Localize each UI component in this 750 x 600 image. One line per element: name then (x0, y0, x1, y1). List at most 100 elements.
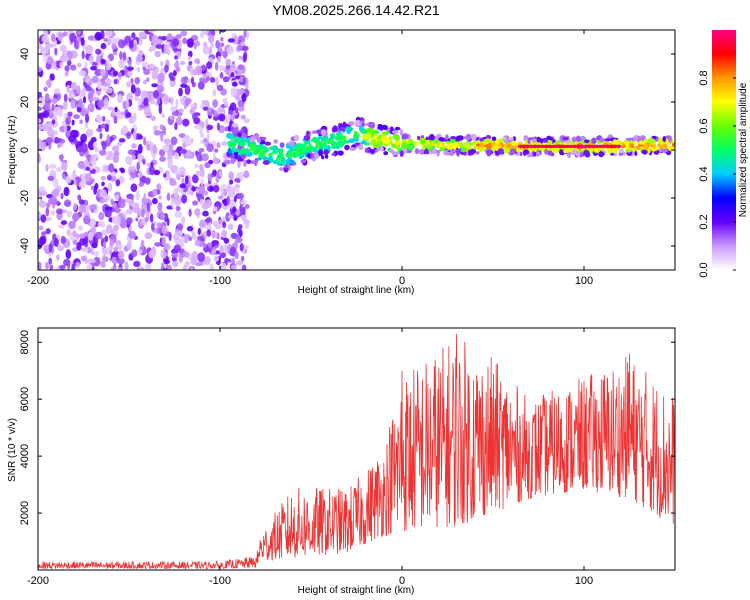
noise-blob (183, 238, 189, 244)
noise-blob (137, 135, 143, 140)
signal-blob (391, 130, 399, 134)
signal-blob (439, 146, 446, 152)
noise-blob (151, 83, 159, 88)
noise-blob (78, 233, 87, 239)
noise-blob (49, 196, 58, 205)
noise-blob (230, 72, 235, 78)
signal-blob (491, 136, 497, 142)
signal-blob (322, 142, 327, 147)
noise-blob (77, 160, 86, 170)
signal-blob (591, 137, 597, 144)
signal-blob (512, 136, 516, 142)
noise-blob (130, 165, 136, 173)
noise-blob (211, 231, 218, 239)
noise-blob (202, 45, 211, 55)
signal-blob (329, 137, 335, 141)
signal-blob (344, 144, 350, 151)
noise-blob (170, 136, 178, 146)
noise-blob (152, 188, 158, 197)
peak-blob (536, 144, 541, 149)
signal-blob (381, 124, 388, 130)
noise-blob (171, 252, 179, 258)
noise-blob (45, 207, 50, 217)
signal-blob (455, 135, 461, 142)
signal-blob (269, 159, 274, 163)
noise-blob (178, 166, 186, 176)
peak-blob (561, 144, 567, 149)
noise-blob (197, 252, 206, 263)
noise-blob (204, 199, 213, 208)
noise-blob (78, 70, 87, 77)
noise-blob (206, 133, 210, 141)
noise-blob (38, 153, 41, 163)
noise-blob (127, 149, 136, 156)
signal-blob (553, 146, 559, 154)
noise-blob (87, 104, 92, 112)
noise-blob (125, 81, 133, 88)
signal-blob (288, 159, 295, 165)
noise-blob (218, 65, 226, 72)
signal-blob (306, 153, 311, 159)
noise-blob (231, 258, 236, 265)
signal-blob (443, 151, 451, 156)
signal-blob (509, 148, 515, 156)
noise-blob (233, 196, 237, 203)
noise-blob (241, 93, 247, 103)
noise-blob (184, 139, 192, 147)
noise-blob (229, 187, 236, 197)
signal-blob (300, 159, 307, 164)
signal-blob (261, 136, 267, 141)
signal-blob (324, 154, 329, 159)
noise-blob (187, 38, 194, 48)
noise-blob (63, 93, 68, 103)
signal-blob (599, 137, 605, 143)
noise-blob (70, 99, 76, 109)
noise-blob (180, 216, 186, 224)
noise-blob (41, 231, 47, 236)
noise-blob (107, 182, 113, 192)
noise-blob (79, 119, 83, 124)
signal-blob (331, 145, 337, 149)
peak-blob (554, 144, 560, 149)
noise-blob (59, 154, 63, 162)
noise-blob (138, 31, 147, 37)
noise-blob (57, 143, 61, 149)
noise-blob (94, 182, 99, 190)
noise-blob (38, 118, 42, 124)
signal-blob (532, 151, 536, 157)
spectrogram-cells (38, 30, 675, 270)
noise-blob (135, 217, 139, 222)
signal-blob (519, 151, 523, 156)
noise-blob (90, 96, 99, 102)
noise-blob (100, 123, 107, 129)
noise-blob (111, 266, 116, 270)
noise-blob (64, 71, 69, 77)
noise-blob (235, 260, 244, 266)
noise-blob (38, 66, 42, 73)
noise-blob (45, 43, 49, 54)
signal-blob (566, 151, 571, 159)
peak-blob (597, 144, 603, 149)
noise-blob (141, 61, 149, 68)
noise-blob (176, 223, 184, 231)
noise-blob (124, 65, 128, 75)
noise-blob (63, 124, 68, 133)
signal-blob (625, 137, 632, 142)
signal-blob (256, 157, 262, 161)
peak-blob (568, 144, 574, 149)
signal-blob (469, 149, 477, 154)
colorbar-ticks: 0.0 0.2 0.4 0.6 0.8 (698, 70, 736, 278)
noise-blob (81, 255, 86, 262)
noise-blob (117, 242, 123, 250)
signal-blob (625, 140, 630, 147)
signal-blob (425, 139, 430, 145)
signal-blob (507, 137, 514, 141)
signal-blob (370, 139, 377, 146)
signal-blob (395, 145, 400, 150)
signal-blob (246, 159, 252, 165)
noise-blob (99, 198, 106, 204)
signal-blob (471, 133, 477, 141)
noise-blob (159, 213, 165, 221)
noise-blob (117, 114, 124, 120)
signal-blob (315, 129, 323, 134)
